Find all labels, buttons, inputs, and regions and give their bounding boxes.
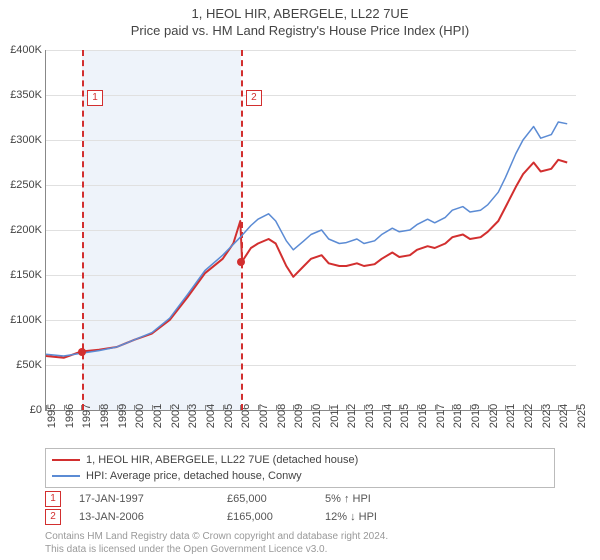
legend-label: 1, HEOL HIR, ABERGELE, LL22 7UE (detache… [86, 452, 358, 468]
sale-marker-dot [78, 348, 86, 356]
sale-row-delta: 5% ↑ HPI [325, 490, 371, 508]
chart-footer: Contains HM Land Registry data © Crown c… [45, 530, 555, 556]
footer-line-2: This data is licensed under the Open Gov… [45, 543, 555, 556]
sale-row-price: £65,000 [227, 490, 307, 508]
sale-row: 1 17-JAN-1997 £65,000 5% ↑ HPI [45, 490, 555, 508]
chart-title-subtitle: Price paid vs. HM Land Registry's House … [0, 23, 600, 38]
legend-label: HPI: Average price, detached house, Conw… [86, 468, 302, 484]
y-tick-label: £200K [10, 224, 42, 236]
chart-title-address: 1, HEOL HIR, ABERGELE, LL22 7UE [0, 6, 600, 21]
footer-line-1: Contains HM Land Registry data © Crown c… [45, 530, 555, 543]
legend-item: HPI: Average price, detached house, Conw… [52, 468, 548, 484]
legend-swatch [52, 475, 80, 477]
y-tick-label: £100K [10, 314, 42, 326]
y-tick-label: £150K [10, 269, 42, 281]
sale-row-badge: 2 [45, 509, 61, 525]
y-tick-label: £0 [30, 404, 42, 416]
legend-swatch [52, 459, 80, 461]
y-tick-label: £250K [10, 179, 42, 191]
series-svg [46, 50, 576, 410]
sale-row-delta: 12% ↓ HPI [325, 508, 377, 526]
sale-row: 2 13-JAN-2006 £165,000 12% ↓ HPI [45, 508, 555, 526]
series-line [46, 160, 567, 358]
y-tick-label: £350K [10, 89, 42, 101]
sale-row-badge: 1 [45, 491, 61, 507]
sale-marker-dot [237, 258, 245, 266]
sale-row-date: 17-JAN-1997 [79, 490, 209, 508]
chart-legend: 1, HEOL HIR, ABERGELE, LL22 7UE (detache… [45, 448, 555, 488]
chart-plot-area: £0£50K£100K£150K£200K£250K£300K£350K£400… [45, 50, 576, 411]
series-line [46, 122, 567, 356]
sale-row-price: £165,000 [227, 508, 307, 526]
y-tick-label: £400K [10, 44, 42, 56]
x-tick-label: 2025 [576, 404, 588, 428]
y-tick-label: £50K [16, 359, 42, 371]
legend-item: 1, HEOL HIR, ABERGELE, LL22 7UE (detache… [52, 452, 548, 468]
sale-row-date: 13-JAN-2006 [79, 508, 209, 526]
sales-table: 1 17-JAN-1997 £65,000 5% ↑ HPI 2 13-JAN-2006 £… [45, 490, 555, 526]
y-tick-label: £300K [10, 134, 42, 146]
